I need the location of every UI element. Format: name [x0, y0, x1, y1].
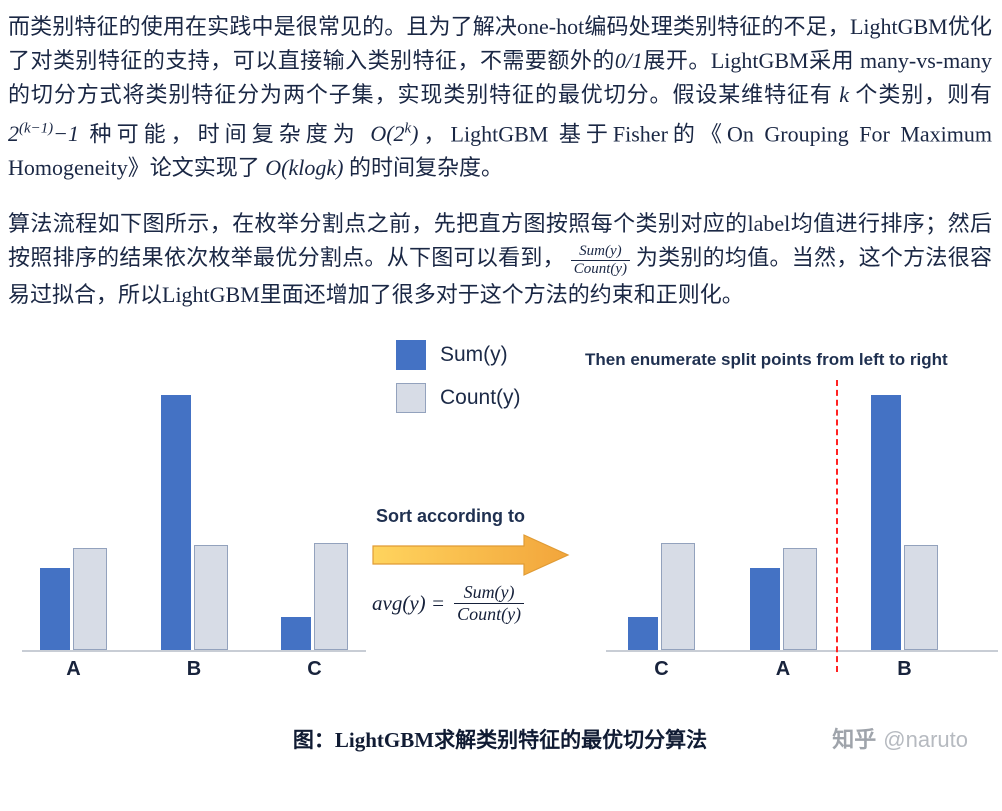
bar-county-C [661, 543, 695, 651]
left-x-axis [22, 650, 366, 653]
bar-sumy-A [40, 568, 70, 651]
p1-math-2k1-tail: −1 [53, 121, 80, 147]
watermark-brand: 知乎 [832, 727, 877, 753]
p1-math-o2k: O(2k) [370, 121, 418, 146]
right-bars [606, 378, 998, 651]
p1-text-4: 种可能，时间复杂度为 [79, 121, 371, 147]
bar-sumy-B [160, 395, 191, 651]
p2-fraction-sum-count: Sum(y) Count(y) [570, 243, 631, 279]
bar-county-C [314, 543, 348, 651]
category-label-B: B [897, 658, 912, 681]
p2-text-2: 为类别的均值。当然，这个方法很容易过拟合，所以LightGBM里面还增加了很多对… [8, 245, 992, 308]
bar-county-A [782, 548, 817, 651]
caption-row: 图：LightGBM求解类别特征的最优切分算法 知乎 @naruto [8, 720, 992, 762]
bar-group-B [160, 395, 228, 651]
bar-group-A [749, 548, 817, 651]
left-category-labels: A B C [22, 652, 366, 681]
paragraph-1: 而类别特征的使用在实践中是很常见的。且为了解决one-hot编码处理类别特征的不… [8, 10, 992, 185]
legend-label-count: Count(y) [440, 386, 521, 410]
category-label-C: C [307, 658, 322, 681]
legend-item-count: Count(y) [396, 383, 521, 414]
sort-arrow-icon [372, 532, 570, 583]
p1-text-2: 展开。LightGBM采用 many-vs-many 的切分方式将类别特征分为两… [8, 48, 992, 107]
bar-group-B [871, 395, 938, 651]
article-content: 而类别特征的使用在实践中是很常见的。且为了解决one-hot编码处理类别特征的不… [8, 10, 998, 762]
right-x-axis [606, 650, 998, 653]
legend-label-sum: Sum(y) [440, 343, 508, 367]
formula-lhs: avg(y) = [372, 590, 446, 615]
p2-fraction-numerator: Sum(y) [570, 243, 631, 261]
formula-fraction: Sum(y) Count(y) [454, 582, 525, 624]
left-bars [22, 378, 366, 651]
bar-sumy-C [281, 617, 311, 651]
avg-formula: avg(y) = Sum(y) Count(y) [372, 582, 525, 624]
p1-math-o2k-pre: O(2 [370, 121, 405, 147]
category-label-B: B [186, 658, 202, 681]
watermark: 知乎 @naruto [832, 722, 968, 754]
legend-item-sum: Sum(y) [396, 340, 521, 371]
category-label-C: C [654, 658, 669, 681]
sort-annotation: Sort according to [376, 506, 526, 527]
category-label-A: A [775, 658, 791, 681]
p1-text-6: 的时间复杂度。 [343, 155, 503, 181]
p1-math-01: 0/1 [614, 48, 643, 73]
bar-sumy-A [749, 568, 780, 651]
p1-text-5: ，LightGBM 基于Fisher的《On Grouping For Maxi… [8, 121, 992, 181]
figure-caption: 图：LightGBM求解类别特征的最优切分算法 [292, 728, 708, 753]
bar-county-A [73, 548, 107, 651]
bar-group-C [628, 543, 695, 651]
p1-text-1: 而类别特征的使用在实践中是很常见的。且为了解决one-hot编码处理类别特征的不… [8, 14, 992, 73]
p1-math-2k1-base: 2 [8, 121, 19, 147]
p1-math-o2k-sup: k [404, 121, 412, 137]
paragraph-2: 算法流程如下图所示，在枚举分割点之前，先把直方图按照每个类别对应的label均值… [8, 207, 992, 312]
bar-sumy-C [628, 617, 658, 651]
count-swatch-icon [396, 383, 426, 414]
p2-fraction-denominator: Count(y) [573, 260, 628, 277]
bar-county-B [904, 545, 938, 651]
p1-math-k: k [839, 82, 850, 107]
chart-legend: Sum(y) Count(y) [396, 340, 521, 414]
p2-text-1: 算法流程如下图所示，在枚举分割点之前，先把直方图按照每个类别对应的label均值… [8, 211, 992, 271]
watermark-handle: @naruto [883, 727, 968, 753]
formula-denominator: Count(y) [457, 603, 522, 624]
figure-lightgbm-categorical-split: Sum(y) Count(y) Then enumerate split poi… [8, 338, 998, 690]
p1-math-oklogk: O(klogk) [265, 155, 344, 181]
bar-group-A [40, 548, 107, 651]
p1-math-2k1: 2(k−1)−1 [8, 121, 79, 146]
formula-numerator: Sum(y) [454, 582, 525, 604]
p1-math-2k1-sup: (k−1) [19, 121, 54, 137]
bar-sumy-B [871, 395, 901, 651]
bar-group-C [281, 543, 348, 651]
bar-county-B [193, 545, 228, 651]
category-label-A: A [66, 658, 81, 681]
left-bar-chart: A B C [22, 378, 366, 681]
split-line [836, 380, 838, 673]
sum-swatch-icon [396, 340, 426, 371]
p1-text-3: 个类别，则有 [849, 82, 992, 107]
enumerate-annotation: Then enumerate split points from left to… [585, 350, 948, 370]
p1-math-o2k-post: ) [411, 121, 419, 147]
